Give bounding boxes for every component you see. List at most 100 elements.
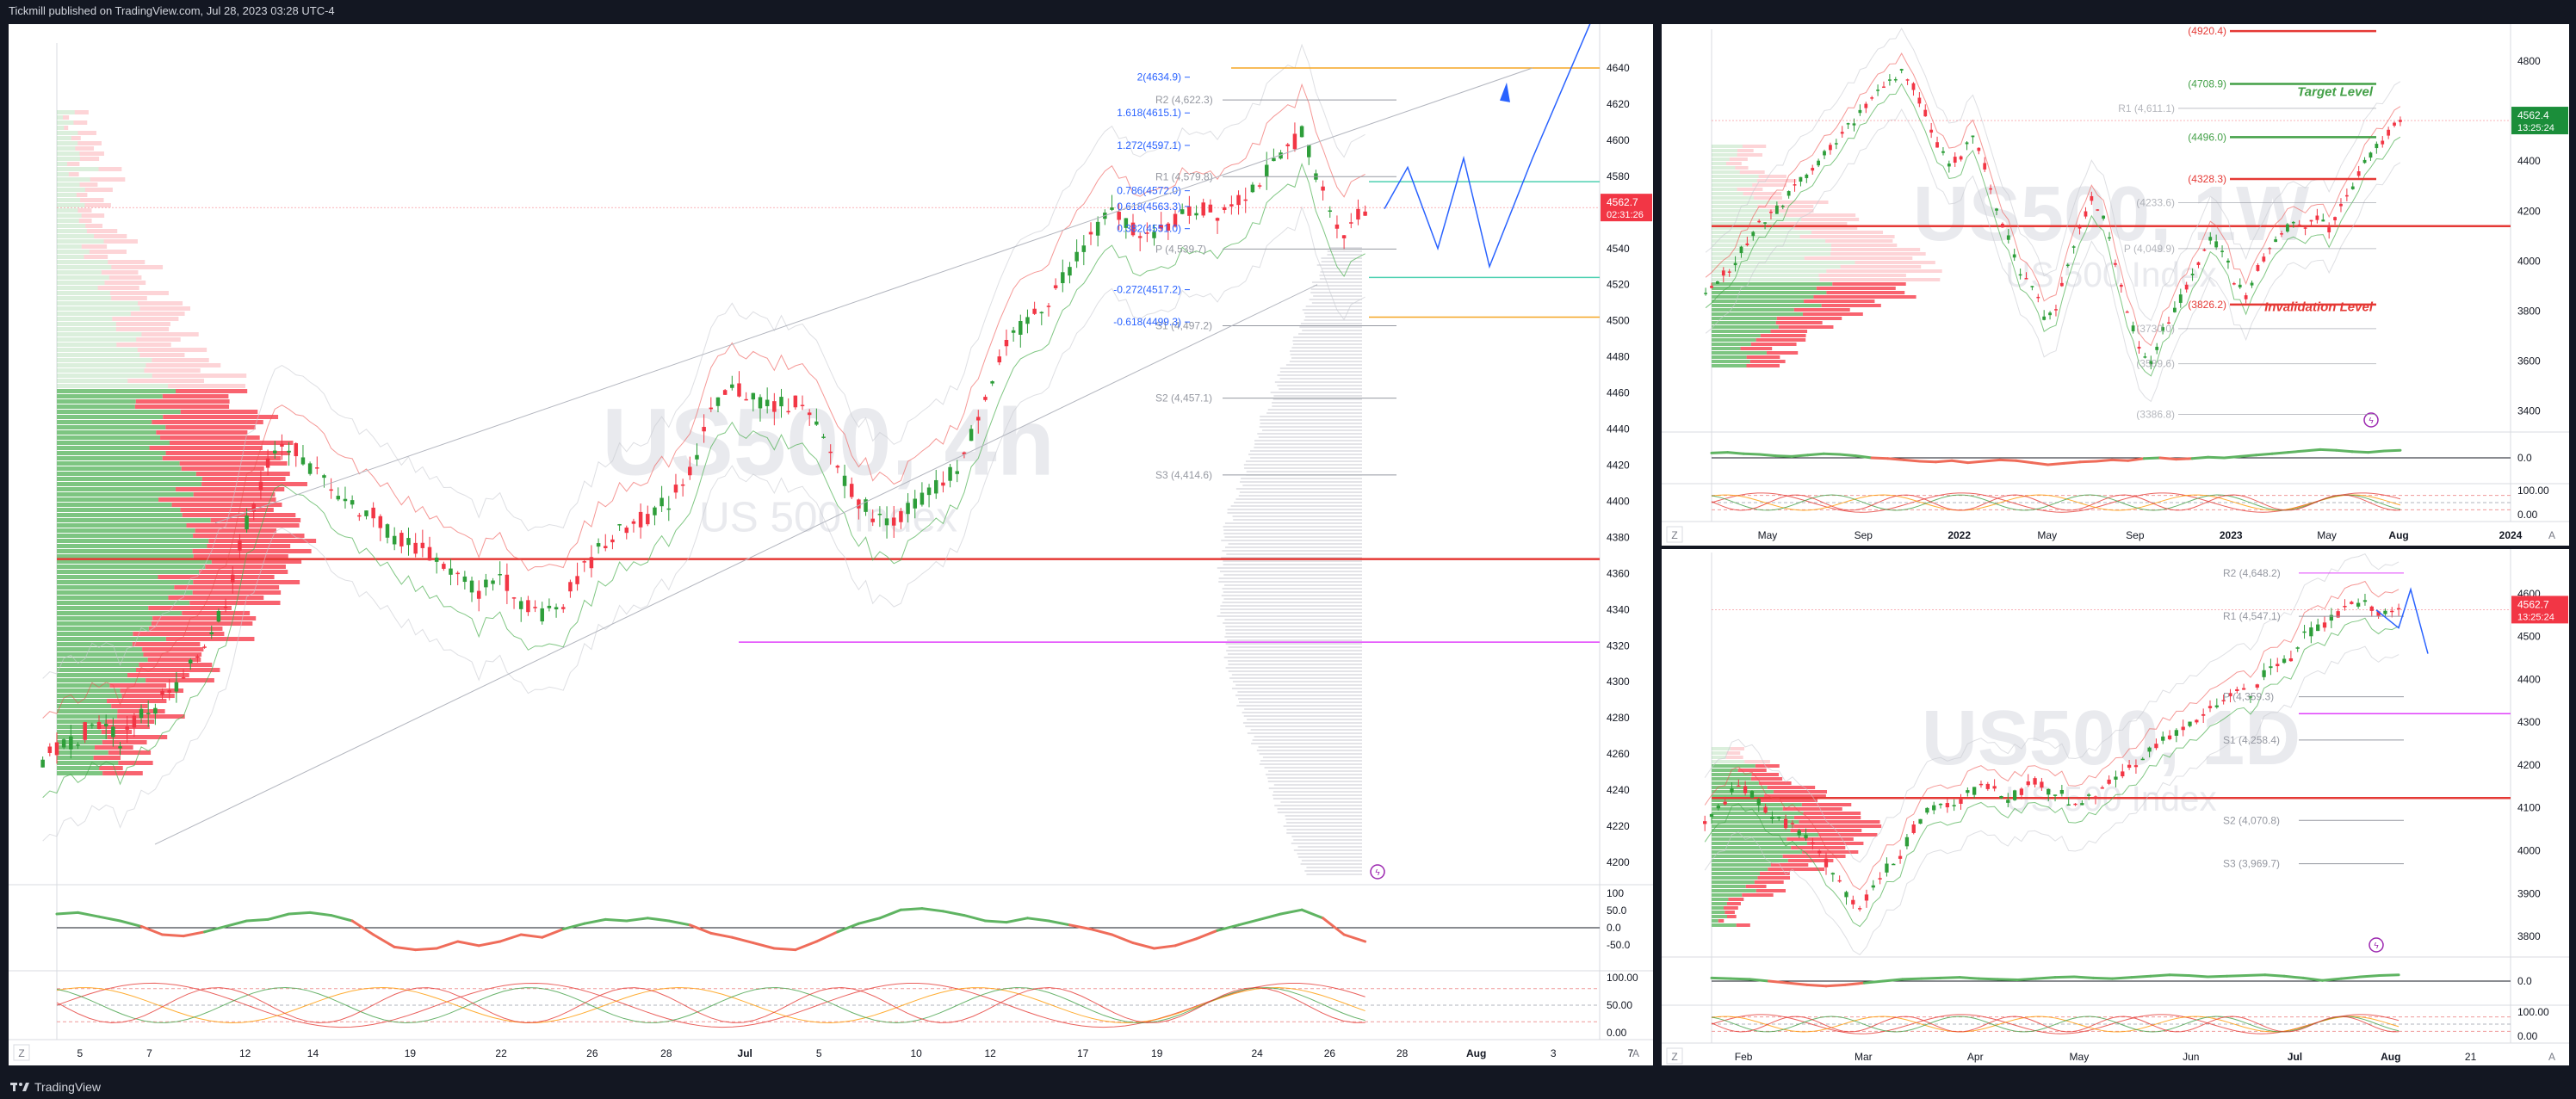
volume-profile-up-bar [1712,334,1761,337]
candle-body [2190,273,2195,275]
candle-body [1236,194,1241,206]
volume-profile-up-bar [57,616,153,621]
candle-body [2202,249,2207,251]
volume-profile-up-bar [57,482,202,486]
time-axis-label: 28 [660,1047,672,1059]
volume-profile-up-bar [57,425,166,429]
rsi-line-segment [393,945,418,952]
volume-profile-down-bar [104,281,146,285]
events-bolt-icon [2369,937,2384,953]
volume-profile-up-bar [1712,325,1779,329]
candle-body [406,538,411,546]
candle-body [560,607,566,609]
volume-profile-down-bar [1746,364,1780,367]
volume-profile-down-bar [1799,235,1895,238]
fib-level-label: -0.618(4499.3) [1113,316,1181,328]
time-axis-label: Apr [1967,1051,1984,1063]
price-tick-label: 4640 [1607,62,1630,74]
volume-profile-up-bar [57,683,110,688]
volume-profile-down-bar [1752,183,1787,187]
candle-body [2172,307,2177,312]
rsi-line-segment [2382,448,2402,453]
volume-profile-down-bar [162,456,282,460]
rsi-line-segment [2335,448,2354,454]
volume-profile-up-bar [1712,902,1727,905]
candle-body [2356,171,2361,176]
candle-body [2262,256,2266,262]
candle-body [462,576,468,583]
volume-profile-down-bar [1811,231,1884,234]
candle-body [2228,693,2232,697]
weekly-chart-panel[interactable]: US500, 1W US 500 Index 3400 3600 3800 4000 420… [1662,24,2569,546]
volume-profile-down-bar [1793,308,1850,312]
rsi-line-segment [498,933,523,943]
candle-body [2167,735,2172,739]
volume-profile-up-bar [57,115,64,120]
rsi-tick-label: -50.0 [1607,939,1631,951]
volume-profile-down-bar [1749,360,1786,363]
candle-body [1786,191,1791,196]
volume-profile-up-bar [1712,287,1817,290]
price-tick-label: 3800 [2517,305,2541,317]
rsi-line-segment [2094,458,2114,463]
volume-profile-down-bar [162,394,229,398]
candle-body [807,412,812,416]
candle-body [2375,144,2379,149]
candle-body [2390,610,2394,613]
volume-profile-down-bar [1768,867,1825,871]
candle-body [1977,147,1981,151]
rsi-line-segment [1854,454,1873,460]
volume-profile-up-bar [1712,829,1791,832]
rsi-line-segment [730,935,755,945]
candle-body [2220,250,2224,252]
volume-profile-up-bar [57,750,108,755]
volume-profile-down-bar [1757,205,1814,208]
candle-body [962,452,967,455]
candle-body [1992,786,1997,789]
price-tick-label: 4420 [1607,460,1630,472]
main-chart-panel[interactable]: US500, 4h US 500 Index 4200 4220 4240 4260 428… [9,24,1653,1065]
candle-body [90,724,95,726]
rsi-line-segment [1710,451,1730,454]
stoch-oscillator-line [56,987,1365,1023]
fib-level-label: 1.618(4615.1) [1117,107,1181,119]
volume-profile-down-bar [156,430,248,435]
volume-profile-down-bar [78,219,92,223]
candle-body [941,482,945,486]
volume-profile-up-bar [57,110,75,114]
candle-body [2356,602,2361,607]
volume-profile-down-bar [1803,812,1861,815]
volume-profile-up-bar [57,224,86,228]
candle-body [160,691,164,695]
volume-profile-down-bar [1783,213,1856,217]
volume-profile-down-bar [1755,764,1780,768]
volume-profile-up-bar [1712,235,1800,238]
candle-body [265,458,270,468]
publisher-header: Tickmill published on TradingView.com, J… [0,0,2576,22]
candle-body [2274,239,2278,243]
rsi-line-segment [1838,453,1857,458]
zoom-toggle-icon: Z [18,1047,24,1059]
volume-profile-down-bar [1725,911,1735,914]
volume-profile-down-bar [1776,317,1842,320]
time-axis-label: 12 [984,1047,996,1059]
volume-profile-down-bar [1778,325,1834,329]
candle-body [1208,204,1213,213]
rsi-line-segment [2282,974,2305,979]
time-axis-label: May [2317,529,2337,541]
volume-profile-down-bar [1729,157,1748,161]
volume-profile-up-bar [57,172,69,176]
pivot-level-label: S3 (3,969.7) [2223,858,2280,870]
rsi-line-segment [836,922,860,934]
daily-chart-panel[interactable]: US500, 1D US 500 Index 3800 3900 4000 4100 420… [1662,549,2569,1065]
rsi-line-segment [139,924,164,936]
volume-profile-down-bar [64,126,69,130]
volume-profile-up-bar [1712,747,1731,750]
volume-profile-down-bar [152,358,209,362]
baseline-red-line [1705,52,2401,347]
candle-body [1307,145,1311,157]
level-label: (4328.3) [2188,173,2226,185]
